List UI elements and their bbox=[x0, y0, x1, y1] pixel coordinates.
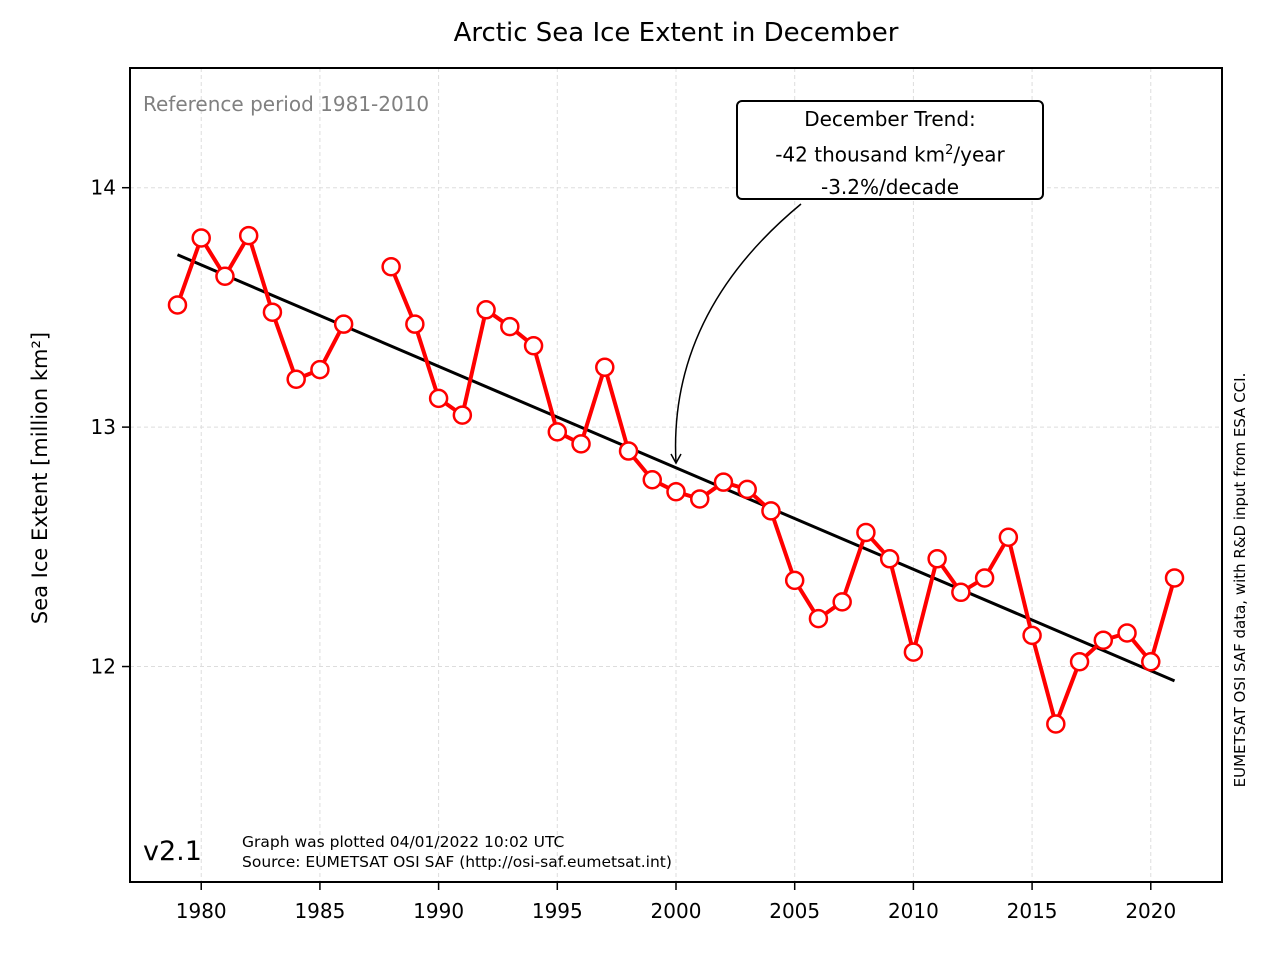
data-point bbox=[903, 642, 924, 662]
data-point bbox=[286, 369, 306, 389]
data-point bbox=[832, 592, 852, 612]
x-axis-ticks: 1980 1985 1990 1995 2000 2005 2010 2015 2020 bbox=[176, 882, 1176, 923]
data-point bbox=[452, 405, 473, 425]
trend-rate: -42 thousand km2/year bbox=[738, 135, 1042, 171]
trend-rate-unit: /year bbox=[953, 142, 1005, 167]
data-point bbox=[974, 568, 995, 588]
data-point bbox=[595, 357, 615, 378]
data-point bbox=[405, 314, 425, 334]
trend-percent: -3.2%/decade bbox=[820, 174, 960, 199]
trend-heading: December Trend: bbox=[804, 107, 976, 131]
data-point bbox=[1046, 714, 1066, 734]
data-point bbox=[761, 501, 781, 521]
plot-info: Graph was plotted 04/01/2022 10:02 UTC S… bbox=[242, 832, 672, 872]
data-point bbox=[666, 482, 686, 502]
x-tick-label: 1995 bbox=[532, 899, 583, 923]
data-point bbox=[191, 228, 211, 248]
y-axis-label-text: Sea Ice Extent [million km²] bbox=[28, 331, 52, 625]
data-point bbox=[167, 295, 188, 315]
data-point bbox=[333, 314, 354, 334]
data-credit: EUMETSAT OSI SAF data, with R&D input fr… bbox=[1231, 372, 1249, 788]
x-tick-label: 1990 bbox=[413, 899, 464, 923]
data-point bbox=[500, 316, 520, 337]
trend-annotation: December Trend: -42 thousand km2/year -3… bbox=[736, 100, 1044, 200]
y-axis-ticks: 12 13 14 bbox=[91, 176, 130, 679]
x-tick-label: 2015 bbox=[1007, 899, 1058, 923]
trend-rate-sup: 2 bbox=[945, 143, 954, 158]
y-tick-label: 13 bbox=[91, 415, 116, 439]
data-point bbox=[998, 527, 1019, 547]
plotted-source: Source: EUMETSAT OSI SAF (http://osi-saf… bbox=[242, 853, 672, 871]
data-point bbox=[689, 489, 710, 509]
x-tick-label: 1985 bbox=[294, 899, 345, 923]
data-point bbox=[1093, 630, 1114, 650]
data-point bbox=[262, 302, 283, 322]
arrow-curve bbox=[674, 203, 802, 464]
y-axis-label: Sea Ice Extent [million km²] bbox=[28, 332, 52, 624]
data-point bbox=[808, 608, 829, 629]
data-point bbox=[547, 422, 568, 442]
chart-title: Arctic Sea Ice Extent in December bbox=[453, 18, 899, 48]
series-line-segment bbox=[389, 265, 1177, 726]
version-label: v2.1 bbox=[143, 836, 202, 867]
data-point bbox=[737, 479, 757, 500]
data-point bbox=[642, 470, 663, 490]
data-point bbox=[215, 266, 235, 287]
data-point bbox=[571, 434, 591, 454]
data-point bbox=[1141, 651, 1161, 672]
annotation-arrow bbox=[670, 203, 802, 465]
y-tick-label: 12 bbox=[91, 655, 116, 679]
data-point bbox=[927, 549, 947, 569]
grid-lines bbox=[130, 68, 1222, 882]
data-point bbox=[618, 441, 639, 461]
data-point bbox=[951, 582, 971, 603]
series-line-segment bbox=[175, 233, 346, 382]
data-point bbox=[1164, 568, 1185, 588]
data-point bbox=[1117, 623, 1137, 643]
plotted-date: Graph was plotted 04/01/2022 10:02 UTC bbox=[242, 833, 565, 851]
data-point bbox=[381, 256, 401, 277]
data-point bbox=[879, 549, 900, 569]
y-tick-label: 14 bbox=[91, 176, 116, 200]
arrow-head bbox=[670, 453, 682, 465]
data-point bbox=[713, 472, 734, 492]
data-point bbox=[428, 388, 449, 409]
data-point bbox=[238, 225, 259, 246]
data-point bbox=[856, 522, 876, 543]
x-tick-label: 2010 bbox=[888, 899, 939, 923]
data-point bbox=[1022, 625, 1042, 646]
reference-period: Reference period 1981-2010 bbox=[143, 92, 430, 116]
x-tick-label: 2005 bbox=[769, 899, 820, 923]
data-series bbox=[167, 225, 1185, 734]
x-tick-label: 2020 bbox=[1125, 899, 1176, 923]
x-tick-label: 2000 bbox=[651, 899, 702, 923]
data-point bbox=[523, 335, 544, 356]
data-point bbox=[310, 359, 330, 380]
data-point bbox=[476, 300, 496, 320]
trend-rate-value: -42 thousand km bbox=[775, 142, 946, 167]
x-tick-label: 1980 bbox=[176, 899, 227, 923]
data-point bbox=[1069, 651, 1090, 672]
data-point bbox=[784, 570, 805, 591]
